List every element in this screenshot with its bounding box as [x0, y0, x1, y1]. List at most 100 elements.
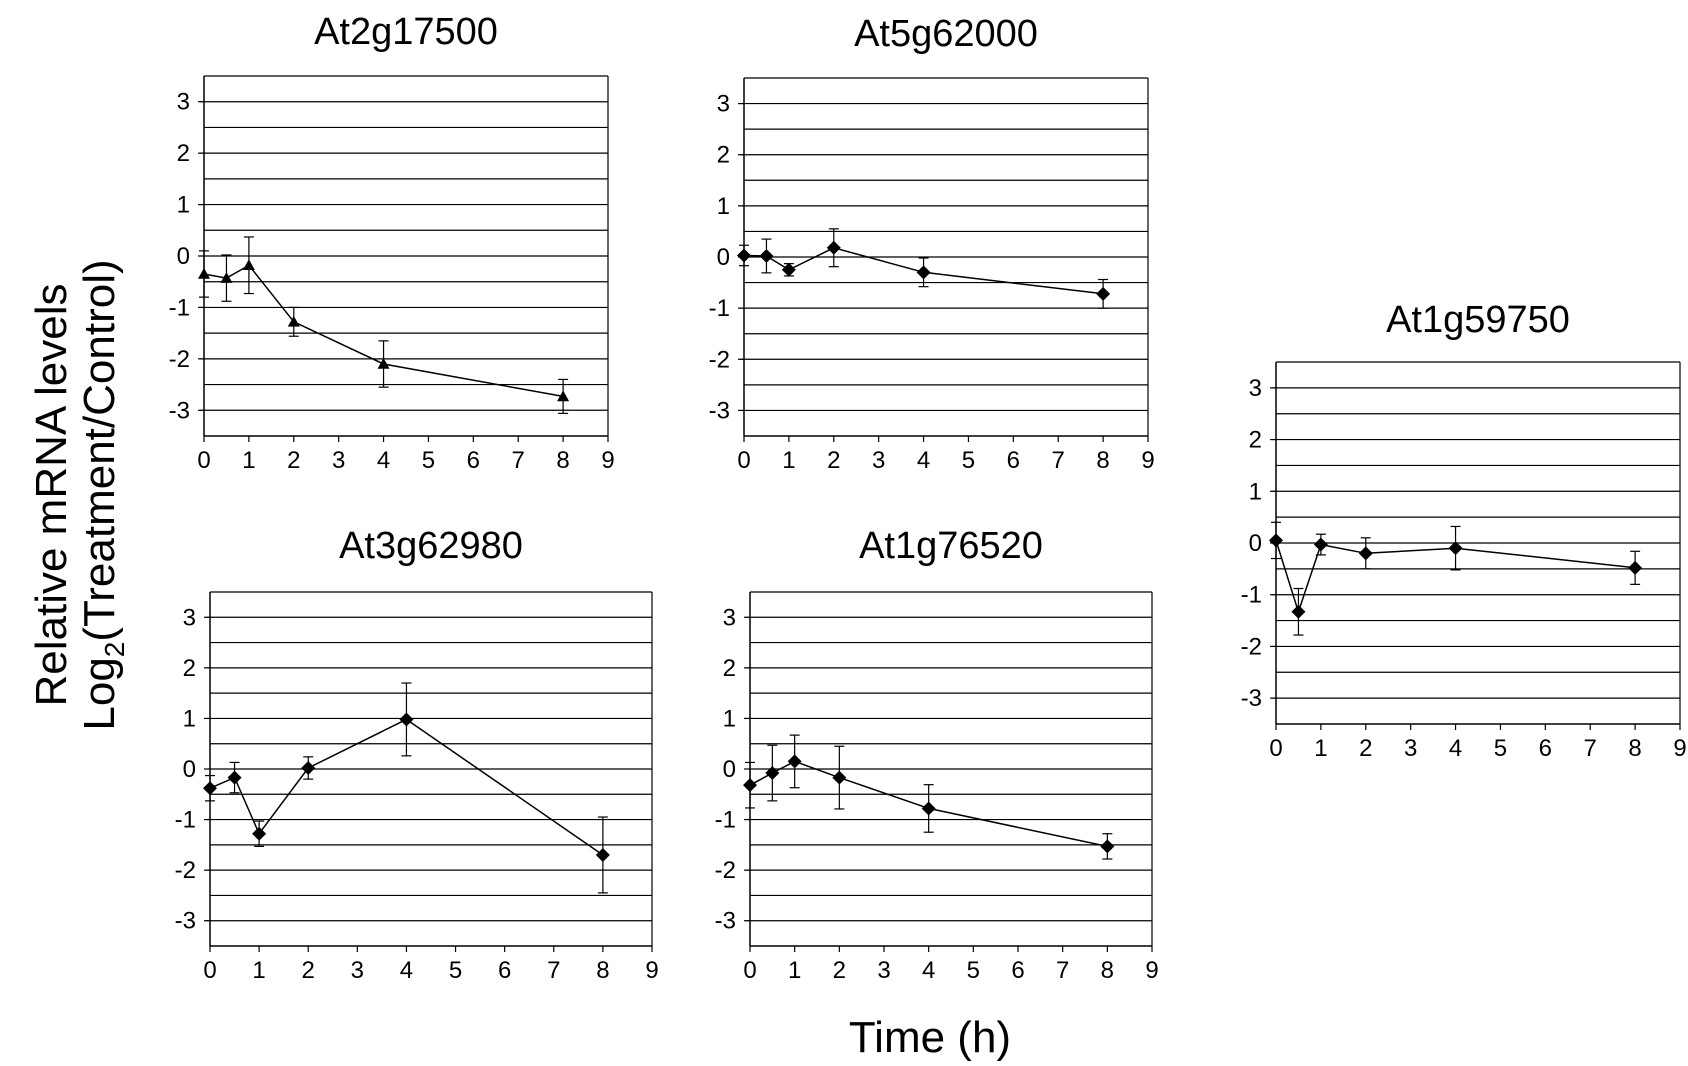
x-tick-label: 9	[645, 957, 658, 984]
y-tick-label: 0	[1249, 530, 1262, 557]
x-tick-label: 6	[498, 957, 511, 984]
x-tick-label: 3	[332, 447, 345, 474]
data-point	[737, 248, 751, 263]
x-tick-label: 1	[788, 957, 801, 984]
x-tick-label: 1	[252, 957, 265, 984]
y-tick-label: 0	[177, 243, 190, 270]
data-point	[227, 770, 242, 785]
y-tick-label: 3	[1249, 375, 1262, 402]
x-tick-label: 3	[872, 447, 885, 474]
y-tick-label: 2	[183, 655, 196, 682]
x-tick-label: 1	[242, 447, 255, 474]
x-tick-label: 0	[1269, 735, 1282, 762]
x-tick-label: 8	[1096, 447, 1109, 474]
x-tick-label: 8	[1628, 735, 1641, 762]
data-point	[557, 390, 570, 402]
x-tick-label: 7	[512, 447, 525, 474]
y-axis-label-line2: Log2(Treatment/Control)	[75, 259, 130, 730]
x-tick-label: 9	[1141, 447, 1154, 474]
y-tick-label: 2	[723, 655, 736, 682]
data-point	[198, 268, 210, 279]
y-tick-label: 0	[723, 756, 736, 783]
y-tick-label: -2	[715, 857, 736, 884]
data-point	[203, 781, 217, 796]
data-point	[301, 760, 316, 775]
y-axis-label-line1: Relative mRNA levels	[27, 283, 76, 706]
data-point	[781, 262, 796, 277]
y-tick-label: 1	[177, 192, 190, 219]
x-tick-label: 6	[1007, 447, 1020, 474]
data-point	[921, 801, 936, 816]
data-point	[1358, 546, 1373, 561]
x-tick-label: 6	[467, 447, 480, 474]
x-tick-label: 7	[1052, 447, 1065, 474]
x-tick-label: 6	[1539, 735, 1552, 762]
chart-title: At1g59750	[1386, 299, 1570, 341]
x-tick-label: 3	[1404, 735, 1417, 762]
data-point	[220, 272, 233, 283]
y-tick-label: -1	[715, 807, 736, 834]
y-axis-label-ratio: (Treatment/Control)	[75, 259, 124, 641]
x-tick-label: 2	[833, 957, 846, 984]
x-tick-label: 6	[1011, 957, 1024, 984]
y-tick-label: -3	[1241, 685, 1262, 712]
x-tick-label: 2	[827, 447, 840, 474]
x-tick-label: 9	[601, 447, 614, 474]
y-tick-label: -3	[709, 397, 730, 424]
chart-panel-2: At5g62000 3 2 1 0 -1 -2 -3 0 1 2 3 4 5 6 7 8 9	[709, 13, 1155, 474]
series-line	[1275, 540, 1636, 615]
x-tick-label: 4	[1449, 735, 1462, 762]
data-point	[377, 358, 390, 369]
data-point	[1313, 537, 1328, 552]
data-point	[1096, 286, 1111, 301]
chart-title: At1g76520	[859, 525, 1043, 567]
chart-panel-3: At3g62980 3 2 1 0 -1 -2 -3 0 1 2 3 4 5 6 7 8 9	[175, 525, 659, 984]
y-tick-label: -1	[709, 295, 730, 322]
data-point	[826, 240, 841, 255]
y-tick-label: 0	[183, 756, 196, 783]
data-point	[1448, 541, 1463, 556]
x-tick-label: 7	[1584, 735, 1597, 762]
x-tick-label: 8	[556, 447, 569, 474]
y-tick-label: -2	[175, 857, 196, 884]
y-tick-label: 0	[717, 244, 730, 271]
data-point	[242, 259, 255, 271]
y-axis-shared-label: Relative mRNA levels Log2(Treatment/Cont…	[27, 259, 130, 730]
x-axis-shared-label: Time (h)	[849, 1013, 1011, 1062]
data-point	[595, 847, 610, 862]
y-tick-label: -2	[709, 346, 730, 373]
y-axis-label-subscript: 2	[99, 642, 130, 658]
y-tick-label: 3	[177, 89, 190, 116]
data-point	[1291, 604, 1306, 619]
y-tick-label: -3	[169, 397, 190, 424]
y-tick-label: 2	[717, 142, 730, 169]
x-tick-label: 3	[351, 957, 364, 984]
panels: At2g17500 3 2 1 0 -1 -2 -3 0 1 2 3 4 5 6 7 8 9 At5g62000 3 2…	[169, 11, 1687, 984]
y-tick-label: 3	[717, 91, 730, 118]
x-tick-label: 2	[1359, 735, 1372, 762]
data-point	[1628, 560, 1643, 575]
y-tick-label: -3	[715, 908, 736, 935]
x-tick-label: 1	[1314, 735, 1327, 762]
x-tick-label: 4	[917, 447, 930, 474]
chart-title: At2g17500	[314, 11, 498, 53]
chart-title: At5g62000	[854, 13, 1038, 55]
data-point	[399, 712, 414, 727]
y-tick-label: 3	[723, 604, 736, 631]
y-tick-label: -3	[175, 908, 196, 935]
x-tick-label: 5	[449, 957, 462, 984]
x-tick-label: 3	[877, 957, 890, 984]
x-tick-label: 5	[1494, 735, 1507, 762]
y-tick-label: 2	[1249, 427, 1262, 454]
chart-panel-4: At1g76520 3 2 1 0 -1 -2 -3 0 1 2 3 4 5 6 7 8 9	[715, 525, 1159, 984]
x-tick-label: 2	[287, 447, 300, 474]
y-tick-label: 3	[183, 604, 196, 631]
y-tick-label: -2	[169, 346, 190, 373]
chart-panel-1: At2g17500 3 2 1 0 -1 -2 -3 0 1 2 3 4 5 6 7 8 9	[169, 11, 615, 474]
data-point	[759, 248, 774, 263]
x-tick-label: 4	[400, 957, 413, 984]
y-tick-label: 1	[717, 193, 730, 220]
x-tick-label: 1	[782, 447, 795, 474]
y-tick-label: 1	[723, 705, 736, 732]
